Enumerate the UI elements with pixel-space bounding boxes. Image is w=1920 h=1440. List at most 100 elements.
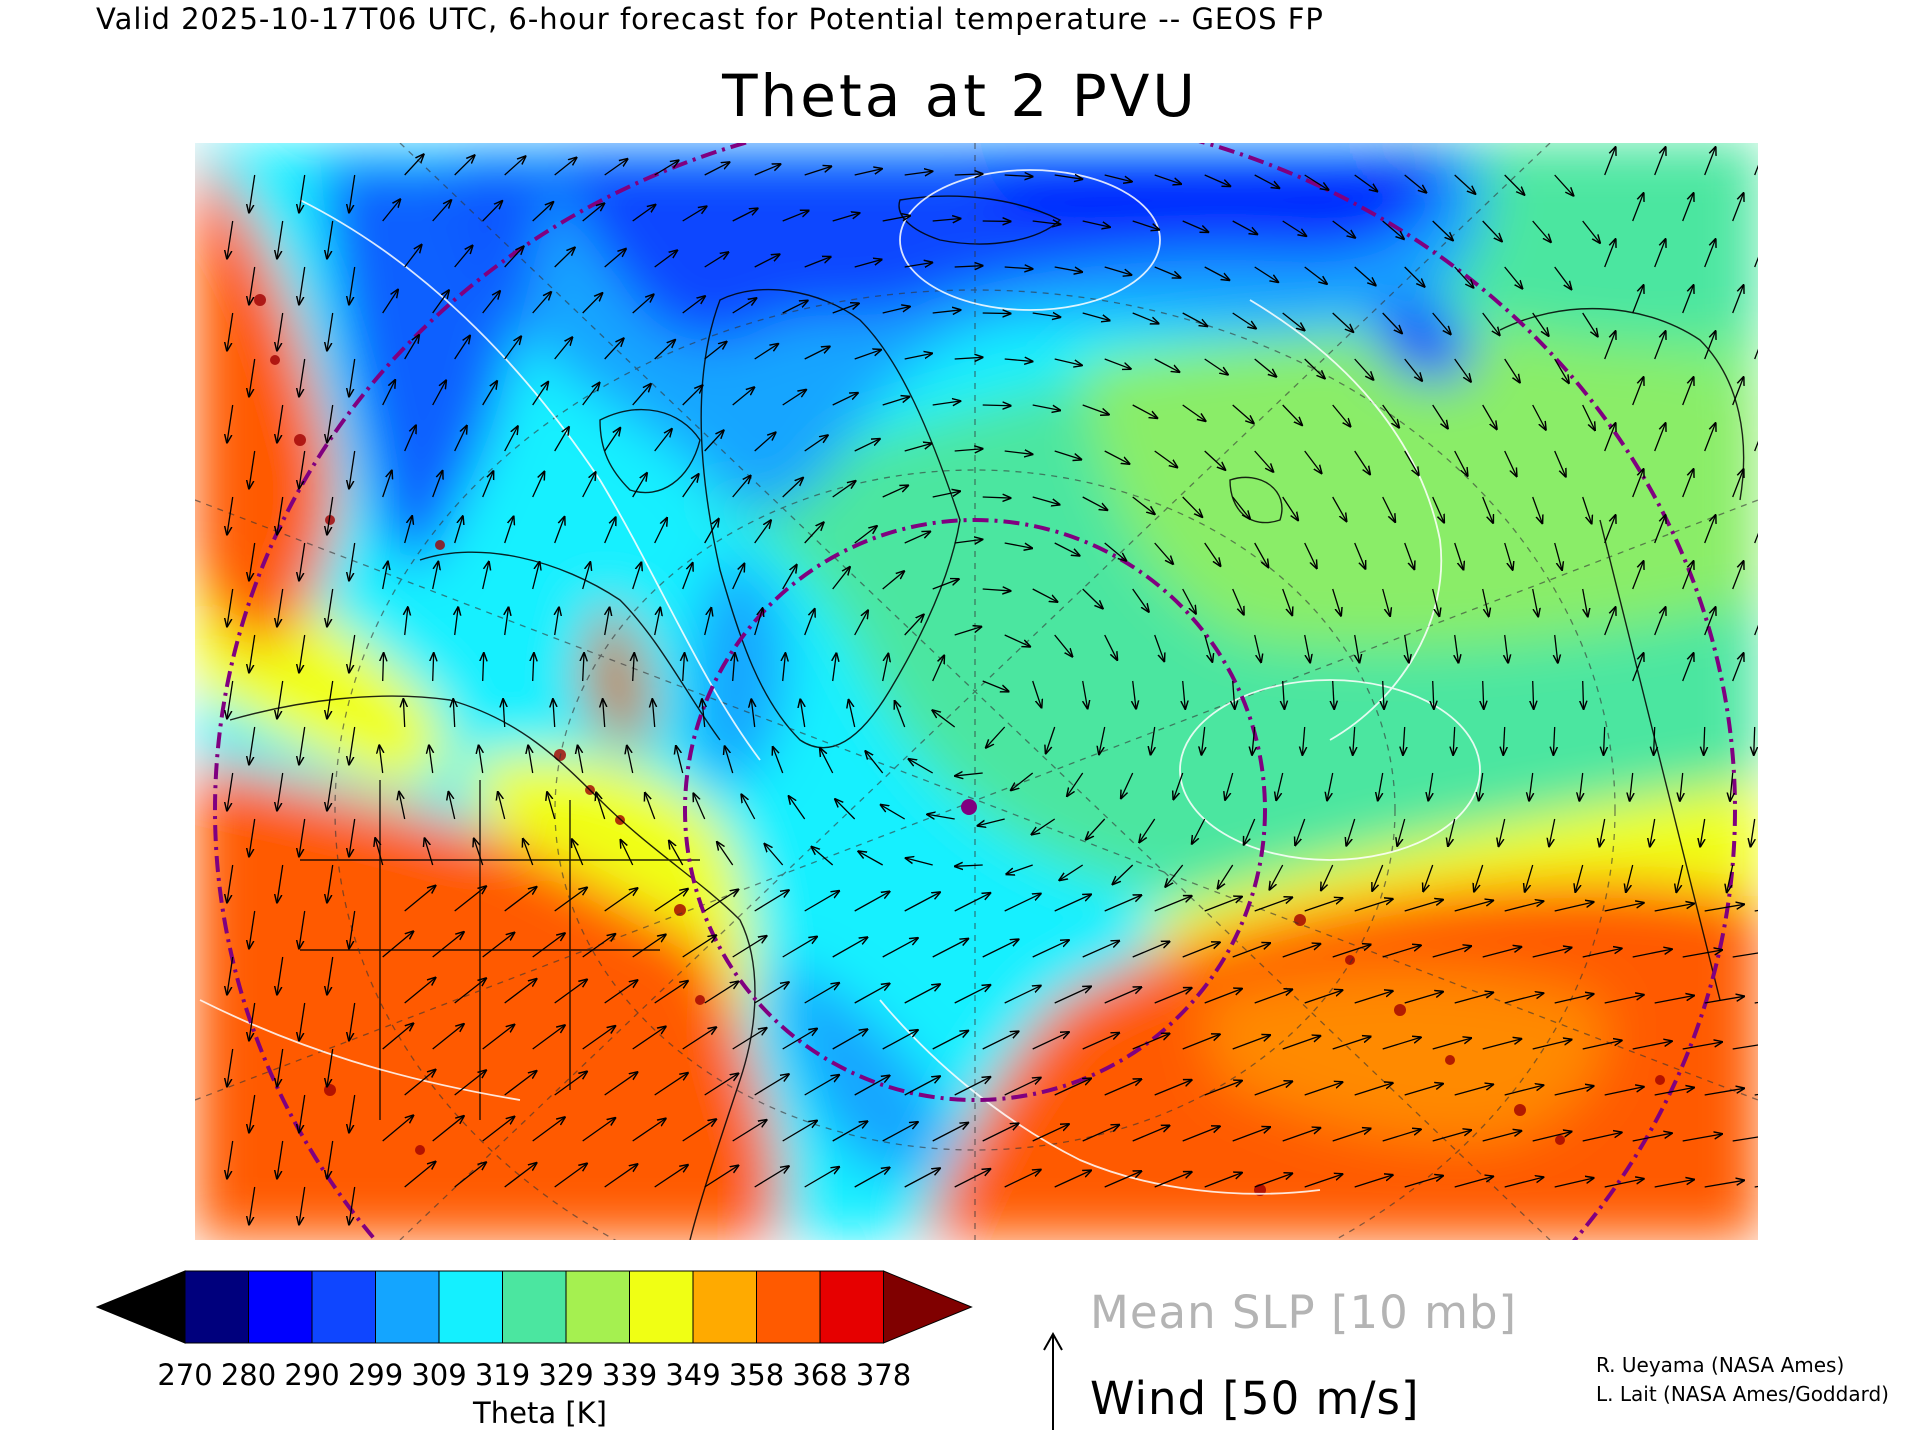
wind-arrow <box>1682 1042 1722 1050</box>
wind-arrow <box>532 292 551 314</box>
wind-arrow <box>904 443 932 452</box>
wind-arrow <box>1432 946 1471 958</box>
wind-arrow <box>1054 358 1082 365</box>
mean-slp-contours-white <box>199 169 1481 1195</box>
wind-arrow <box>904 1076 940 1096</box>
colorbar-label: Theta [K] <box>473 1396 607 1430</box>
wind-arrow <box>1082 1125 1120 1142</box>
wind-arrow <box>1582 312 1598 337</box>
wind-arrow <box>505 607 509 636</box>
wind-arrow <box>835 799 856 820</box>
wind-arrow <box>1304 990 1343 1004</box>
wind-arrow <box>932 310 961 313</box>
wind-arrow <box>1204 266 1230 280</box>
wind-arrow <box>1104 174 1132 182</box>
wind-arrow <box>299 542 306 581</box>
wind-arrow <box>532 382 549 406</box>
wind-arrow <box>1282 312 1305 330</box>
wind-arrow <box>1732 285 1744 314</box>
wind-arrow <box>904 353 932 360</box>
wind-arrow <box>578 745 584 774</box>
wind-arrow <box>854 350 881 360</box>
wind-arrow <box>904 614 924 636</box>
wind-arrow <box>432 380 446 406</box>
wind-arrow <box>654 340 675 360</box>
wind-arrow <box>1704 904 1744 912</box>
wind-arrow <box>327 956 334 995</box>
wind-arrow <box>1232 943 1270 958</box>
wind-arrow <box>704 981 739 1004</box>
wind-arrow <box>1355 634 1360 663</box>
wind-arrow <box>804 983 840 1004</box>
wind-arrow <box>1332 945 1371 958</box>
wind-arrow <box>327 1048 334 1087</box>
wind-arrow <box>249 1002 256 1041</box>
wind-arrow <box>1004 267 1033 269</box>
colorbar-tick-label: 280 <box>220 1358 277 1392</box>
wind-arrow <box>432 471 443 498</box>
wind-arrow <box>1104 987 1142 1004</box>
wind-arrow <box>483 653 484 682</box>
wind-arrow <box>1504 901 1544 912</box>
wind-arrow <box>1282 588 1293 615</box>
wind-arrow <box>504 156 526 176</box>
wind-arrow <box>732 1028 767 1050</box>
wind-arrow <box>1204 174 1231 186</box>
wind-arrow <box>1232 588 1244 615</box>
wind-arrow <box>1533 680 1534 709</box>
wind-arrow <box>1654 515 1666 544</box>
wind-arrow <box>1532 948 1572 958</box>
wind-arrow <box>604 980 638 1004</box>
wind-arrow <box>982 1123 1019 1142</box>
map-title: Theta at 2 PVU <box>722 62 1198 130</box>
wind-arrow <box>1132 588 1149 612</box>
wind-arrow <box>1432 1038 1471 1050</box>
wind-arrow <box>932 710 956 728</box>
colorbar-tick-label: 290 <box>284 1358 340 1392</box>
wind-arrow <box>349 450 356 489</box>
wind-arrow <box>654 608 661 636</box>
wind-arrow <box>1654 331 1666 360</box>
wind-arrow <box>554 1071 587 1096</box>
wind-arrow <box>682 385 703 406</box>
wind-arrow <box>1704 726 1705 755</box>
wind-arrow <box>1086 818 1106 840</box>
wind-arrow <box>1432 496 1444 523</box>
wind-arrow <box>1504 542 1513 570</box>
wind-arrow <box>854 260 882 268</box>
wind-arrow <box>1304 1174 1343 1188</box>
wind-arrow <box>882 485 908 498</box>
wind-arrow <box>904 1168 940 1188</box>
wind-arrow <box>1532 1040 1572 1050</box>
wind-arrow <box>227 496 234 535</box>
wind-arrow <box>1554 902 1594 912</box>
wind-arrow <box>582 203 605 222</box>
wind-arrow <box>299 634 306 673</box>
wind-arrow <box>403 699 404 728</box>
wind-arrow <box>375 838 384 866</box>
wind-arrow <box>627 746 634 774</box>
wind-arrow <box>1454 174 1476 194</box>
wind-arrow <box>1682 950 1722 958</box>
wind-arrow <box>1082 404 1109 415</box>
wind-arrow <box>504 979 537 1004</box>
wind-arrow <box>1032 496 1060 505</box>
wind-arrow <box>854 984 890 1004</box>
wind-arrow <box>1727 864 1734 892</box>
wind-arrow <box>882 938 918 958</box>
wind-arrow <box>554 517 565 544</box>
wind-arrow <box>482 201 503 222</box>
wind-arrow <box>1104 358 1131 369</box>
wind-arrow <box>327 1140 334 1179</box>
wind-arrow <box>1676 864 1684 892</box>
wind-arrow <box>1632 193 1644 222</box>
wind-arrow <box>1154 174 1181 184</box>
wind-arrow <box>1432 588 1440 616</box>
wind-arrow <box>1354 899 1393 912</box>
wind-arrow <box>1011 772 1034 790</box>
wind-arrow <box>682 563 693 590</box>
wind-arrow <box>227 1048 234 1087</box>
wind-arrow <box>1332 588 1341 616</box>
wind-arrow <box>482 1117 515 1142</box>
wind-arrow <box>1254 266 1279 282</box>
